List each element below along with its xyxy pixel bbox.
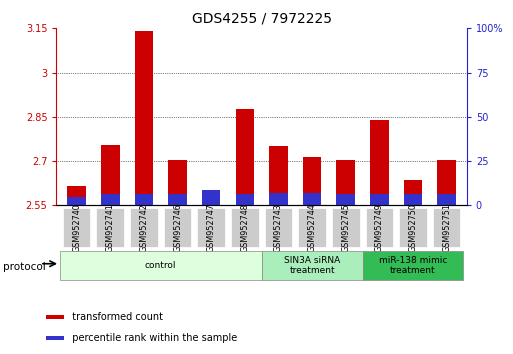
- Text: miR-138 mimic
treatment: miR-138 mimic treatment: [379, 256, 447, 275]
- FancyBboxPatch shape: [231, 208, 259, 247]
- FancyBboxPatch shape: [96, 208, 124, 247]
- Bar: [404, 180, 422, 205]
- FancyBboxPatch shape: [265, 208, 292, 247]
- Bar: [101, 145, 120, 205]
- Text: GSM952751: GSM952751: [442, 203, 451, 252]
- FancyBboxPatch shape: [60, 251, 262, 280]
- FancyBboxPatch shape: [363, 251, 463, 280]
- FancyBboxPatch shape: [130, 208, 157, 247]
- Title: GDS4255 / 7972225: GDS4255 / 7972225: [192, 12, 331, 26]
- Bar: [46, 336, 64, 339]
- Bar: [303, 193, 321, 205]
- Bar: [168, 194, 187, 205]
- Bar: [67, 186, 86, 205]
- Bar: [202, 190, 221, 205]
- Text: GSM952741: GSM952741: [106, 203, 115, 252]
- Text: protocol: protocol: [3, 262, 45, 272]
- Bar: [134, 31, 153, 205]
- FancyBboxPatch shape: [366, 208, 393, 247]
- Text: GSM952745: GSM952745: [341, 203, 350, 252]
- Bar: [46, 315, 64, 319]
- Text: control: control: [145, 261, 176, 270]
- Bar: [370, 120, 389, 205]
- Bar: [269, 193, 288, 205]
- FancyBboxPatch shape: [298, 208, 326, 247]
- Text: GSM952740: GSM952740: [72, 203, 81, 252]
- FancyBboxPatch shape: [433, 208, 461, 247]
- FancyBboxPatch shape: [262, 251, 363, 280]
- Text: GSM952743: GSM952743: [274, 203, 283, 252]
- Text: SIN3A siRNA
treatment: SIN3A siRNA treatment: [284, 256, 340, 275]
- Bar: [134, 194, 153, 205]
- FancyBboxPatch shape: [63, 208, 90, 247]
- Bar: [370, 194, 389, 205]
- Bar: [202, 198, 221, 205]
- Bar: [404, 194, 422, 205]
- FancyBboxPatch shape: [164, 208, 191, 247]
- FancyBboxPatch shape: [198, 208, 225, 247]
- Bar: [67, 197, 86, 205]
- Text: GSM952742: GSM952742: [140, 203, 148, 252]
- Bar: [269, 146, 288, 205]
- Text: percentile rank within the sample: percentile rank within the sample: [66, 332, 237, 343]
- Text: transformed count: transformed count: [66, 312, 163, 322]
- Text: GSM952747: GSM952747: [207, 203, 215, 252]
- FancyBboxPatch shape: [399, 208, 427, 247]
- Bar: [235, 109, 254, 205]
- Bar: [235, 194, 254, 205]
- Bar: [337, 194, 355, 205]
- Text: GSM952749: GSM952749: [375, 203, 384, 252]
- Bar: [101, 194, 120, 205]
- Bar: [438, 160, 456, 205]
- Bar: [303, 156, 321, 205]
- Bar: [168, 160, 187, 205]
- Text: GSM952746: GSM952746: [173, 203, 182, 252]
- Text: GSM952750: GSM952750: [408, 203, 418, 252]
- FancyBboxPatch shape: [332, 208, 360, 247]
- Bar: [438, 194, 456, 205]
- Bar: [337, 160, 355, 205]
- Text: GSM952748: GSM952748: [240, 203, 249, 252]
- Text: GSM952744: GSM952744: [308, 203, 317, 252]
